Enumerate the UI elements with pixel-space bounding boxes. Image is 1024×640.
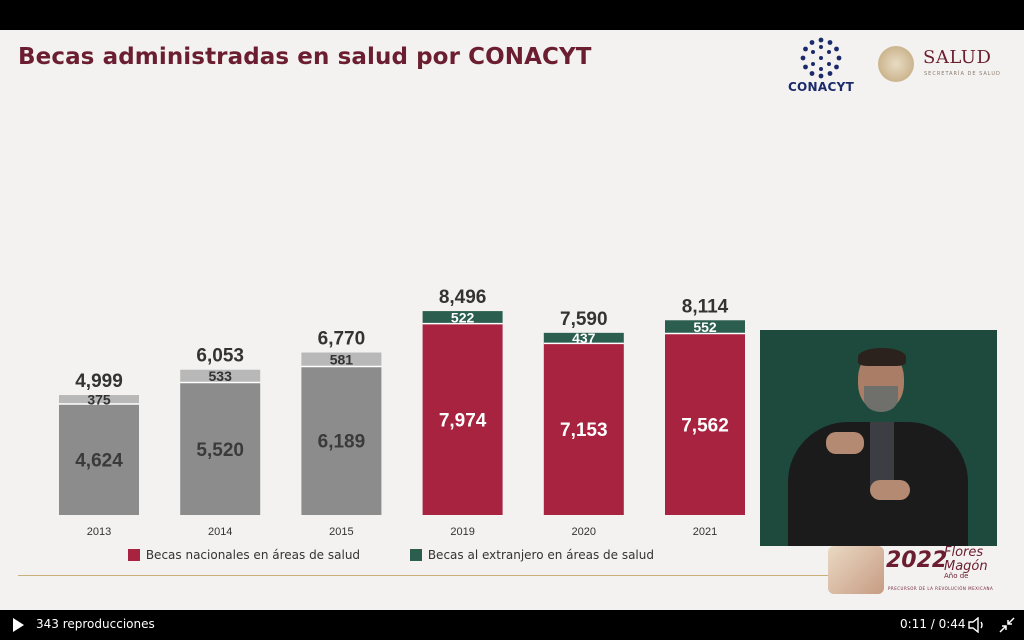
conacyt-logo: CONACYT — [786, 36, 856, 106]
salud-subtitle: SECRETARÍA DE SALUD — [924, 71, 1001, 77]
conacyt-emblem-icon — [800, 37, 842, 79]
salud-logo: SALUD SECRETARÍA DE SALUD — [876, 44, 1016, 88]
total-label-2021: 8,114 — [682, 296, 729, 317]
play-icon — [13, 618, 24, 632]
mexico-seal-icon — [878, 46, 914, 82]
value-label-extranjero-2013: 375 — [87, 392, 111, 408]
footer-divider — [18, 575, 828, 576]
bar-nacionales-2021 — [665, 333, 745, 515]
category-label-2015: 2015 — [329, 526, 353, 538]
bar-extranjero-2014 — [180, 369, 261, 383]
banner-name: Flores Magón — [944, 545, 988, 574]
value-label-nacionales-2014: 5,520 — [196, 440, 244, 461]
bar-nacionales-2013 — [59, 404, 139, 515]
bar-nacionales-2019 — [422, 323, 503, 515]
value-label-nacionales-2019: 7,974 — [439, 410, 487, 431]
bar-extranjero-2020 — [543, 332, 624, 344]
legend-label-nacionales: Becas nacionales en áreas de salud — [145, 548, 361, 562]
flores-magon-portrait-icon — [828, 546, 884, 594]
slide: Becas administradas en salud por CONACYT… — [0, 30, 1024, 610]
legend-item-nacionales: Becas nacionales en áreas de salud — [128, 548, 360, 562]
bar-nacionales-2014 — [180, 382, 261, 515]
interpreter-hair — [858, 348, 906, 366]
category-label-2020: 2020 — [572, 526, 596, 538]
category-label-2014: 2014 — [208, 526, 232, 538]
total-label-2020: 7,590 — [560, 309, 608, 330]
category-label-2013: 2013 — [87, 526, 111, 538]
category-label-2021: 2021 — [693, 526, 717, 538]
salud-wordmark: SALUD — [923, 47, 992, 68]
legend-label-extranjero: Becas al extranjero en áreas de salud — [427, 548, 654, 562]
bar-nacionales-2020 — [543, 343, 624, 515]
view-count: 343 reproducciones — [36, 617, 155, 631]
value-label-nacionales-2021: 7,562 — [681, 415, 729, 436]
slide-title: Becas administradas en salud por CONACYT — [18, 44, 592, 70]
category-label-2019: 2019 — [450, 526, 474, 538]
value-label-nacionales-2020: 7,153 — [560, 420, 608, 441]
total-label-2014: 6,053 — [196, 346, 244, 367]
legend-item-extranjero: Becas al extranjero en áreas de salud — [410, 548, 654, 562]
volume-button[interactable] — [968, 616, 986, 634]
interpreter-hand-right — [870, 480, 910, 500]
legend-swatch-extranjero — [410, 549, 422, 561]
playback-time: 0:11 / 0:44 — [900, 617, 966, 631]
value-label-extranjero-2021: 552 — [693, 319, 717, 335]
total-label-2019: 8,496 — [439, 287, 487, 308]
conacyt-wordmark: CONACYT — [787, 80, 855, 94]
bar-extranjero-2013 — [59, 395, 139, 405]
bar-nacionales-2015 — [301, 366, 382, 515]
bar-extranjero-2019 — [422, 311, 503, 324]
value-label-extranjero-2015: 581 — [330, 351, 354, 367]
banner-year: 2022 — [886, 548, 948, 573]
flores-magon-2022-banner: 2022 Flores Magón Año de PRECURSOR DE LA… — [826, 540, 1006, 598]
exit-fullscreen-icon — [999, 617, 1015, 633]
total-label-2015: 6,770 — [318, 329, 366, 350]
banner-ano-label: Año de — [944, 572, 969, 580]
banner-tagline: PRECURSOR DE LA REVOLUCIÓN MEXICANA — [888, 586, 994, 591]
legend-swatch-nacionales — [128, 549, 140, 561]
volume-icon — [968, 616, 983, 634]
play-button[interactable] — [10, 617, 26, 633]
bar-extranjero-2015 — [301, 352, 382, 367]
interpreter-hand-left — [826, 432, 864, 454]
value-label-extranjero-2014: 533 — [209, 368, 233, 384]
value-label-extranjero-2019: 522 — [451, 309, 475, 325]
bar-extranjero-2021 — [665, 320, 745, 334]
exit-fullscreen-button[interactable] — [998, 616, 1016, 634]
interpreter-beard — [864, 386, 898, 412]
value-label-nacionales-2013: 4,624 — [75, 451, 123, 472]
sign-language-interpreter-video — [760, 330, 997, 546]
value-label-extranjero-2020: 437 — [572, 330, 596, 346]
value-label-nacionales-2015: 6,189 — [318, 432, 366, 453]
video-player-bar: 343 reproducciones 0:11 / 0:44 — [0, 610, 1024, 640]
total-label-2013: 4,999 — [75, 371, 123, 392]
